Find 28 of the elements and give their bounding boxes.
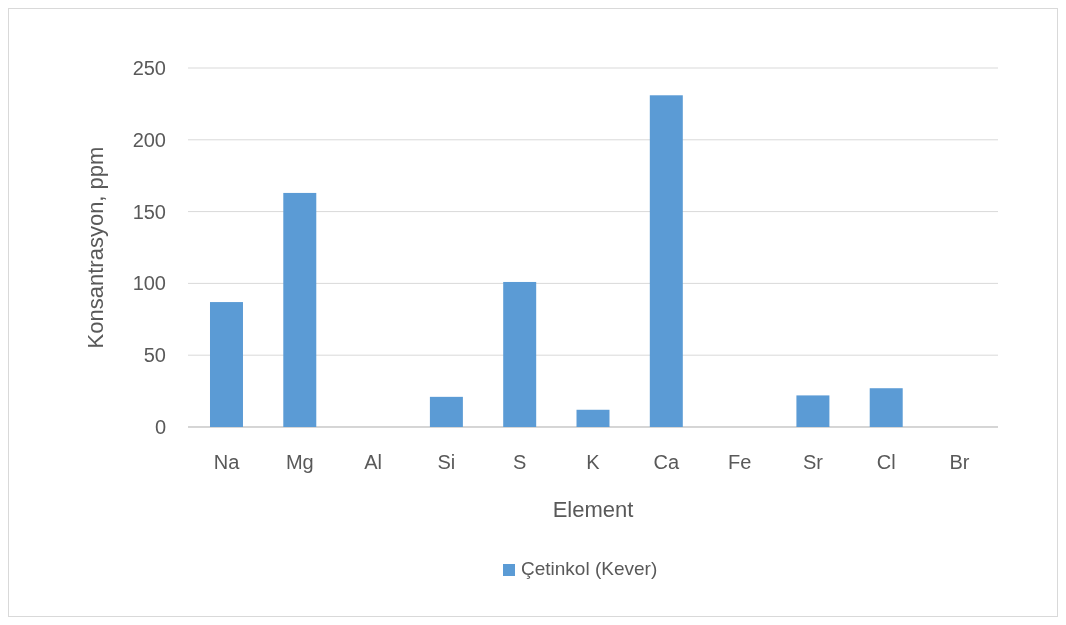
bar: [209, 302, 243, 427]
x-tick-label: Si: [437, 451, 456, 473]
x-tick-label: K: [586, 451, 601, 473]
x-tick-label: Br: [949, 451, 970, 473]
y-tick-label: 250: [132, 57, 166, 79]
legend-label: Çetinkol (Kever): [521, 558, 658, 580]
y-tick-label: 50: [143, 344, 166, 367]
bar: [283, 192, 317, 427]
bar: [576, 409, 610, 427]
bar: [503, 281, 537, 427]
x-tick-label: Cl: [876, 451, 896, 473]
y-axis-title: Konsantrasyon, ppm: [83, 146, 108, 349]
x-tick-label: Sr: [802, 451, 824, 473]
x-tick-label: Al: [364, 451, 382, 473]
bar: [869, 388, 903, 427]
x-tick-label: S: [513, 451, 527, 473]
x-axis-title: Element: [552, 497, 634, 522]
x-tick-label: Ca: [653, 451, 680, 473]
x-tick-label: Na: [213, 451, 241, 473]
y-tick-label: 200: [132, 128, 166, 151]
y-tick-label: 150: [132, 200, 166, 223]
x-tick-label: Mg: [285, 451, 314, 473]
y-tick-label: 0: [154, 416, 166, 438]
y-tick-label: 100: [132, 272, 166, 295]
bar: [796, 395, 830, 427]
bar: [649, 95, 683, 427]
x-tick-label: Fe: [727, 451, 752, 473]
bar: [429, 396, 463, 427]
